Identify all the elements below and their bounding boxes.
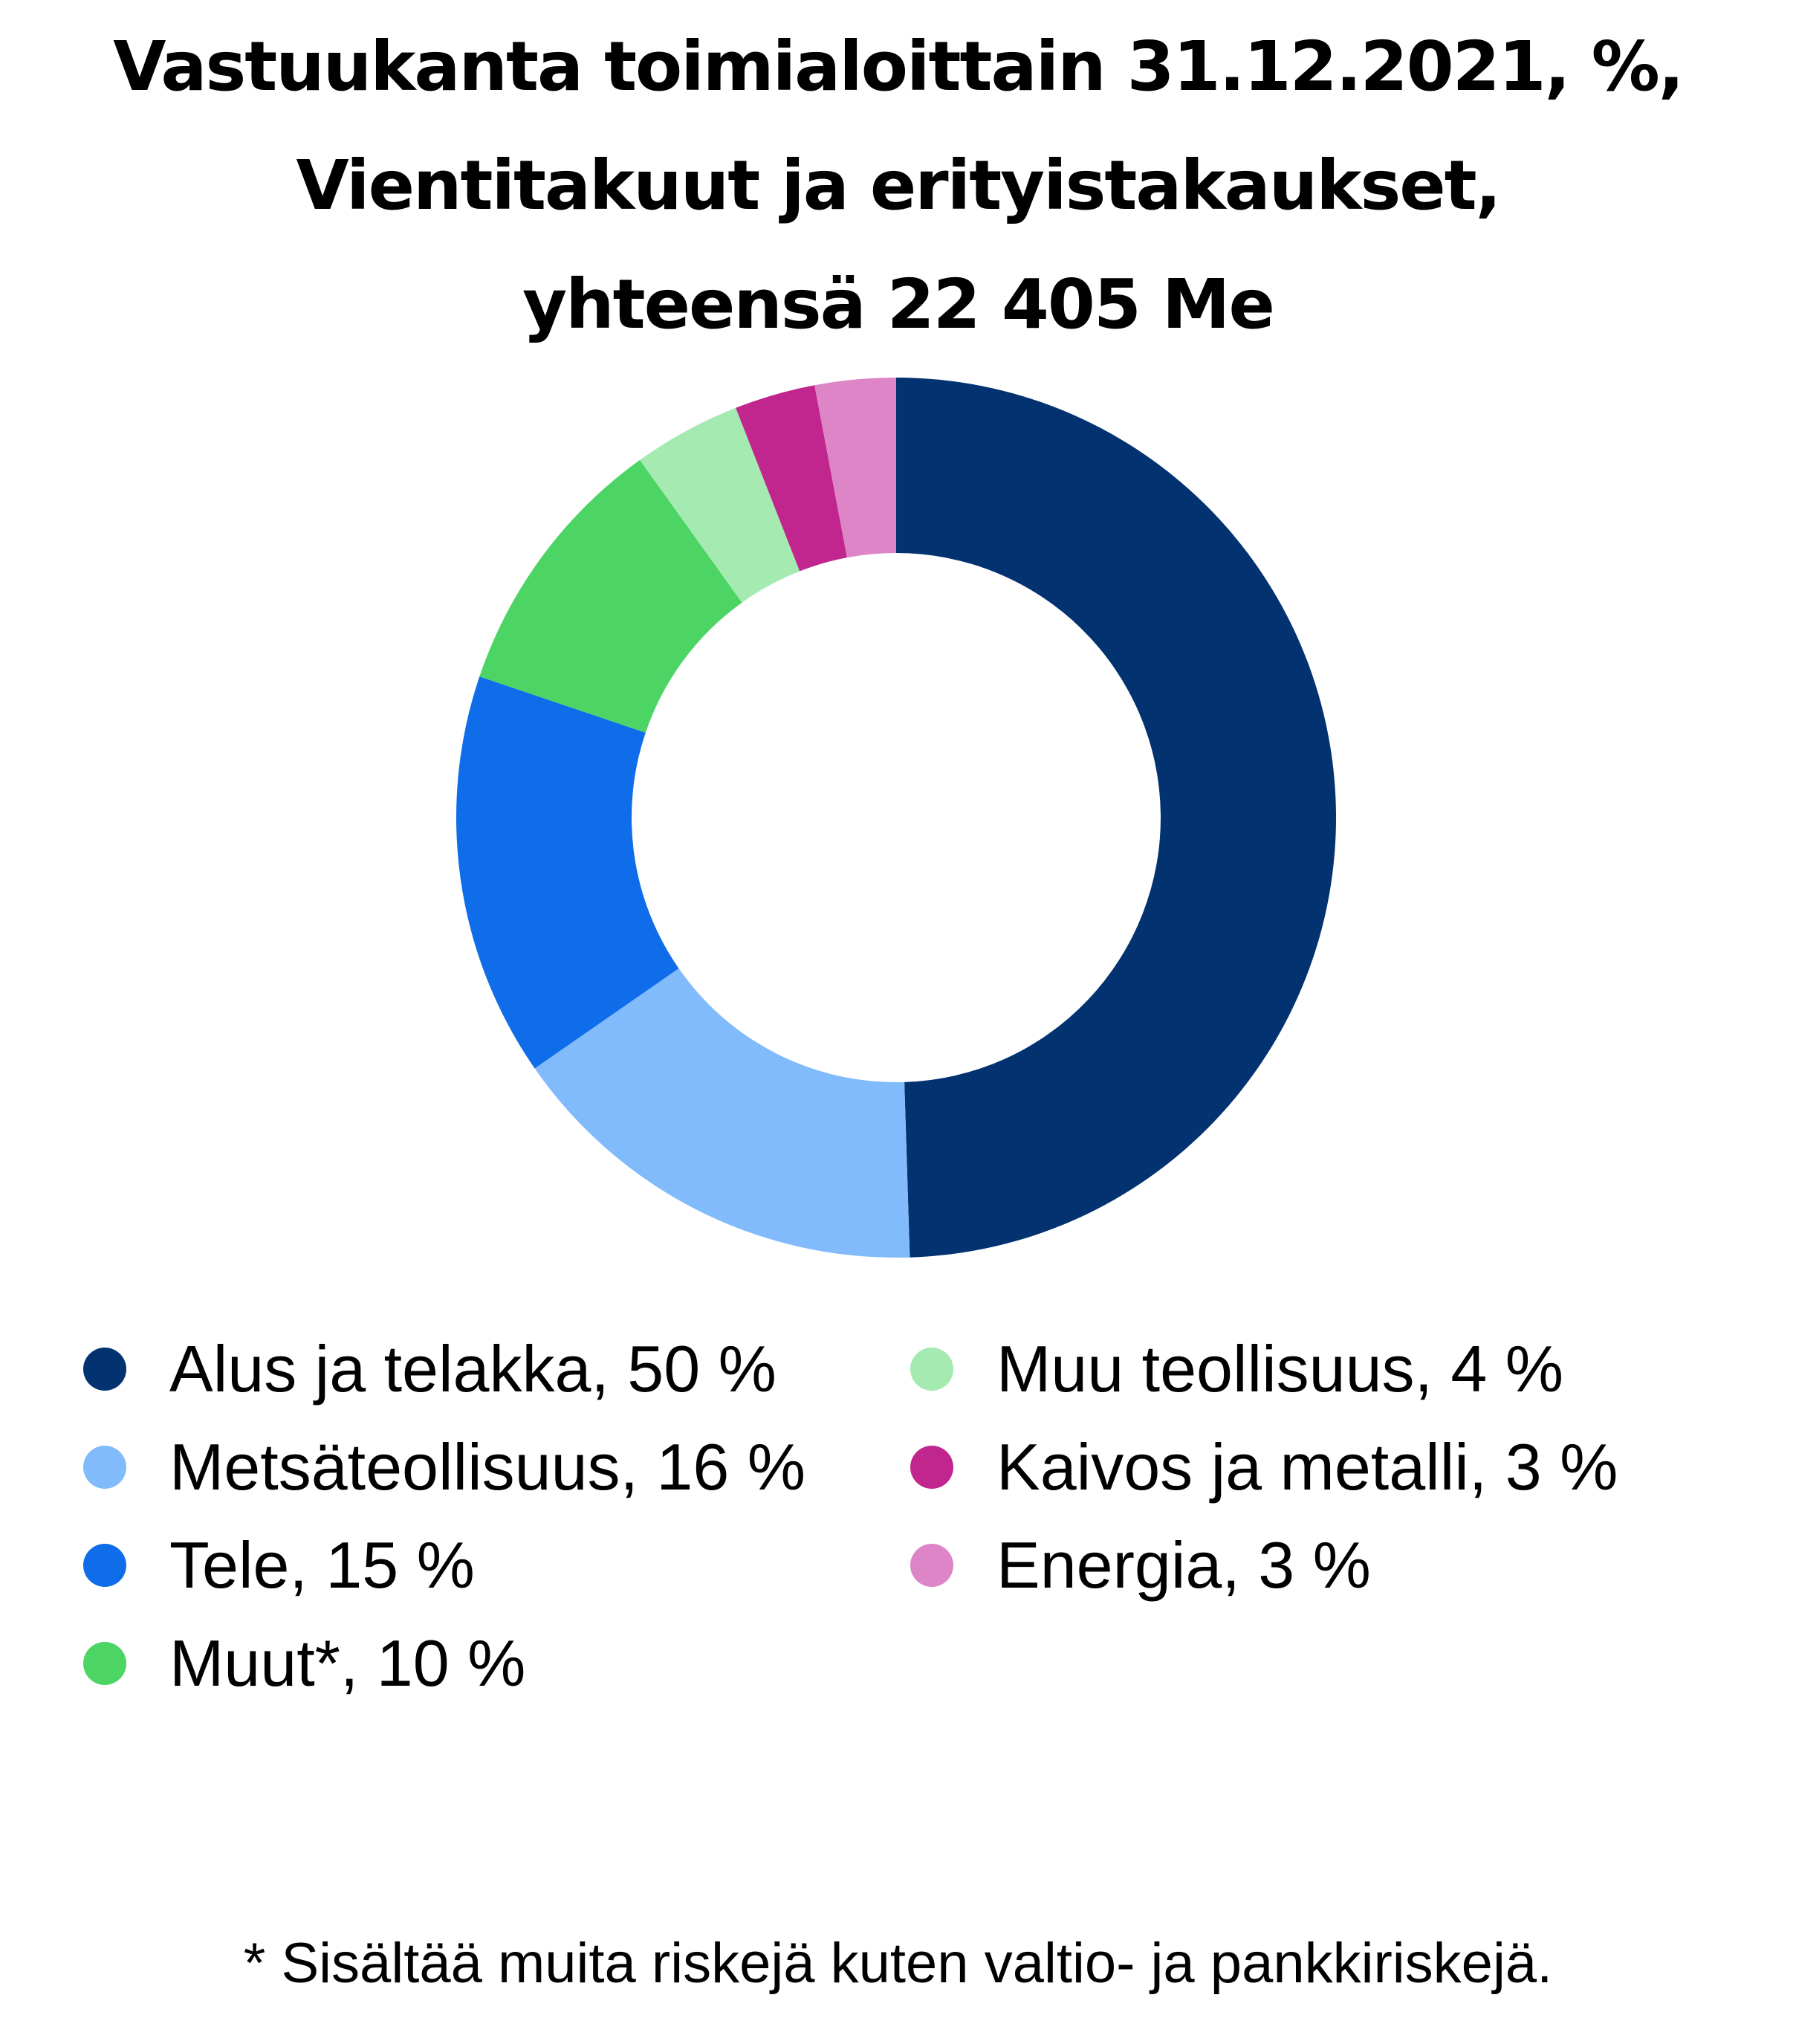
donut-slice-4 [479, 459, 742, 733]
legend-label: Metsäteollisuus, 16 % [169, 1430, 805, 1504]
donut-slice-6 [736, 385, 847, 572]
legend-swatch [83, 1544, 126, 1587]
legend-label: Alus ja telakka, 50 % [169, 1332, 777, 1406]
donut-slice-5 [640, 407, 800, 603]
legend-item: Tele, 15 % [83, 1517, 475, 1614]
footnote: * Sisältää muita riskejä kuten valtio- j… [243, 1932, 1553, 1995]
legend-label: Muut*, 10 % [169, 1626, 526, 1700]
legend-item: Energia, 3 % [910, 1517, 1371, 1614]
legend-swatch [910, 1544, 953, 1587]
legend-swatch [83, 1446, 126, 1489]
chart-title-line-3: yhteensä 22 405 Me [522, 265, 1275, 344]
chart-title-line-2: Vientitakuut ja erityistakaukset, [296, 146, 1501, 225]
legend-label: Energia, 3 % [996, 1528, 1371, 1602]
legend-swatch [83, 1642, 126, 1685]
legend-item: Muu teollisuus, 4 % [910, 1321, 1563, 1417]
legend-label: Tele, 15 % [169, 1528, 475, 1602]
legend-label: Kaivos ja metalli, 3 % [996, 1430, 1618, 1504]
legend-swatch [83, 1348, 126, 1391]
legend-swatch [910, 1446, 953, 1489]
donut-slice-7 [814, 378, 896, 558]
donut-slice-1 [896, 378, 1337, 1258]
legend-label: Muu teollisuus, 4 % [996, 1332, 1564, 1406]
chart-title-line-1: Vastuukanta toimialoittain 31.12.2021, %… [113, 27, 1685, 106]
chart-title: Vastuukanta toimialoittain 31.12.2021, %… [0, 7, 1796, 364]
legend-item: Metsäteollisuus, 16 % [83, 1419, 805, 1516]
legend-swatch [910, 1348, 953, 1391]
donut-slice-2 [534, 968, 910, 1258]
legend-item: Kaivos ja metalli, 3 % [910, 1419, 1618, 1516]
legend-item: Alus ja telakka, 50 % [83, 1321, 777, 1417]
legend-item: Muut*, 10 % [83, 1615, 525, 1712]
donut-slice-3 [456, 676, 679, 1069]
